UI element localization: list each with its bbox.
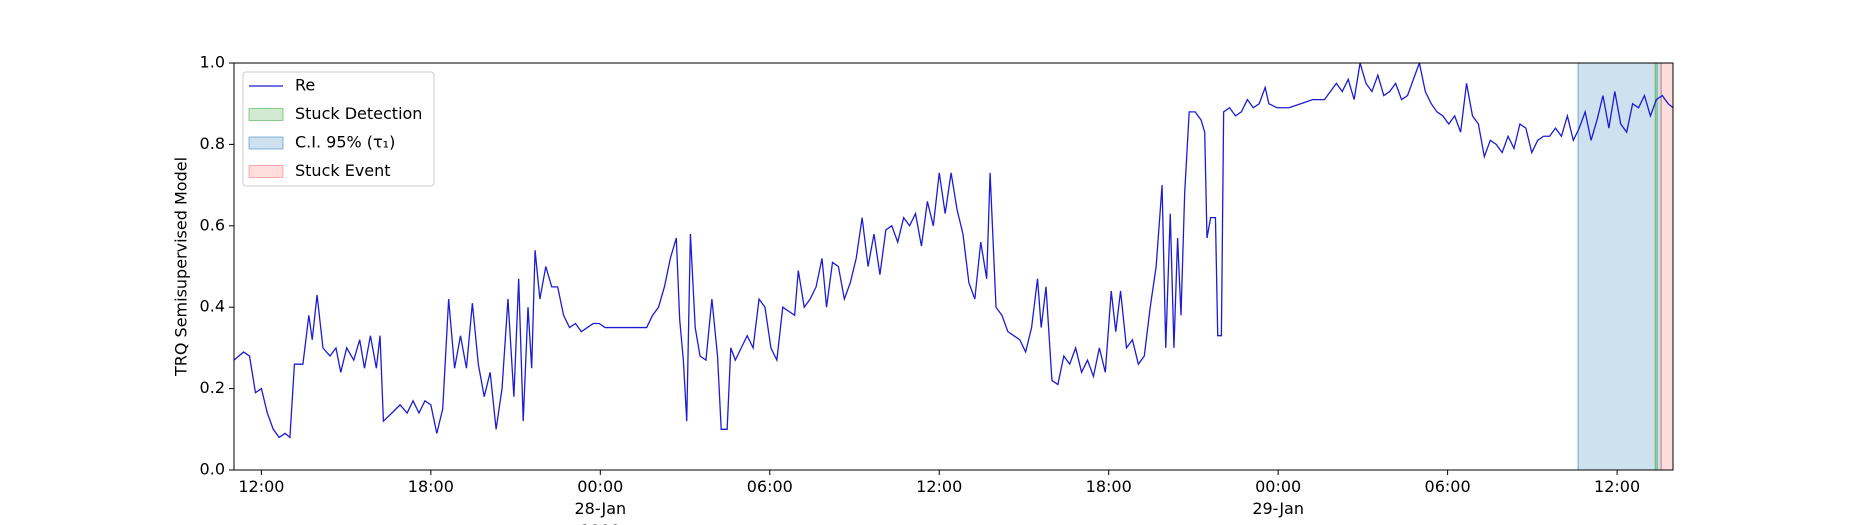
x-tick-label: 18:00 [407, 477, 454, 496]
x-tick-label: 06:00 [1424, 477, 1471, 496]
y-axis-label: TRQ Semisupervised Model [172, 157, 191, 377]
y-tick-label: 0.4 [200, 297, 225, 316]
y-tick-label: 0.6 [200, 215, 225, 234]
x-tick-label: 12:00 [238, 477, 285, 496]
y-tick-label: 1.0 [200, 53, 225, 72]
legend-box [242, 71, 435, 187]
legend-label: Re [295, 76, 315, 95]
y-tick-label: 0.8 [200, 134, 225, 153]
x-tick-label: 06:00 [746, 477, 793, 496]
legend-label: Stuck Detection [295, 104, 422, 123]
legend-label: Stuck Event [295, 161, 391, 180]
line [234, 63, 1673, 439]
span [1660, 63, 1673, 470]
span [1654, 63, 1658, 470]
legend-patch [248, 108, 284, 121]
x-tick-label: 00:00 28-Jan 1999 [574, 477, 627, 525]
x-tick-label: 00:00 29-Jan [1252, 477, 1304, 518]
legend-label: C.I. 95% (τ₁) [295, 133, 395, 152]
span [1577, 63, 1662, 470]
x-tick-label: 18:00 [1085, 477, 1132, 496]
legend-patch [248, 136, 284, 150]
x-tick-label: 12:00 [916, 477, 963, 496]
legend-patch [248, 165, 284, 178]
y-tick-label: 0.0 [200, 460, 225, 479]
x-tick-label: 12:00 [1594, 477, 1641, 496]
axes-frame [233, 62, 1674, 471]
y-tick-label: 0.2 [200, 378, 225, 397]
